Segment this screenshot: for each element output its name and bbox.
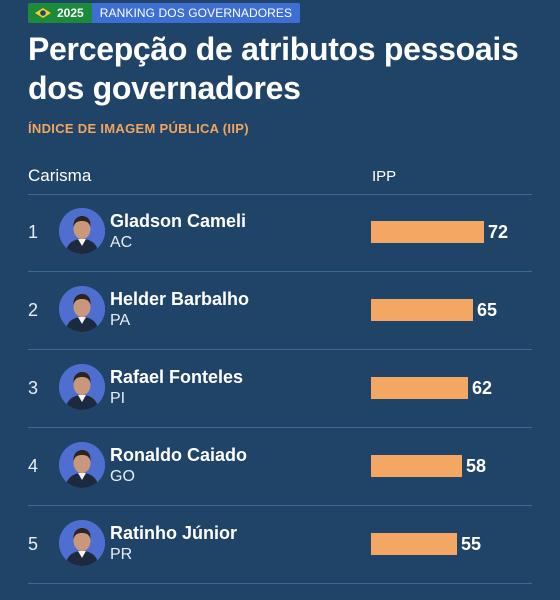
row-divider (28, 427, 532, 428)
state-label: PA (110, 312, 131, 329)
bar-value-label: 62 (472, 378, 493, 398)
portrait-icon (59, 208, 105, 254)
rank-label: 4 (28, 456, 39, 476)
chart-row: 4 Ronaldo Caiado GO 58 (0, 428, 560, 506)
value-bar (371, 377, 468, 399)
portrait-icon (59, 442, 105, 488)
portrait-icon (59, 520, 105, 566)
bar-value-label: 72 (488, 222, 509, 242)
row-divider (28, 505, 532, 506)
value-column-header: IPP (372, 168, 397, 185)
avatar (59, 286, 105, 332)
avatar (59, 364, 105, 410)
brazil-flag-icon (34, 7, 52, 19)
governor-name: Helder Barbalho (110, 289, 250, 309)
state-label: PR (110, 546, 133, 563)
row-divider (28, 349, 532, 350)
avatar (59, 208, 105, 254)
row-divider (28, 583, 532, 584)
page-title: Percepção de atributos pessoais dos gove… (28, 31, 519, 106)
portrait-icon (59, 286, 105, 332)
row-divider (28, 271, 532, 272)
page-subtitle: ÍNDICE DE IMAGEM PÚBLICA (IIP) (28, 121, 249, 136)
bar-value-label: 55 (461, 534, 482, 554)
value-bar (371, 533, 457, 555)
value-bar (371, 455, 462, 477)
badge-label: RANKING DOS GOVERNADORES (91, 3, 301, 23)
portrait-icon (59, 364, 105, 410)
rank-label: 2 (28, 300, 39, 320)
ranking-chart: 1 Gladson Cameli AC 72 2 Helder Barbalho PA 65 3… (0, 194, 560, 584)
avatar (59, 520, 105, 566)
chart-row: 2 Helder Barbalho PA 65 (0, 272, 560, 350)
bar-value-label: 58 (466, 456, 487, 476)
chart-row: 3 Rafael Fonteles PI 62 (0, 350, 560, 428)
governor-name: Ronaldo Caiado (110, 445, 248, 465)
value-bar (371, 299, 473, 321)
avatar (59, 442, 105, 488)
category-column-header: Carisma (28, 166, 92, 185)
chart-row: 5 Ratinho Júnior PR 55 (0, 506, 560, 584)
rank-label: 5 (28, 534, 39, 554)
ranking-badge: 2025 RANKING DOS GOVERNADORES (28, 3, 301, 23)
state-label: PI (110, 390, 126, 407)
bar-value-label: 65 (477, 300, 498, 320)
header-divider (28, 194, 532, 195)
governor-name: Ratinho Júnior (110, 523, 237, 543)
rank-label: 1 (28, 222, 39, 242)
governor-name: Gladson Cameli (110, 211, 247, 231)
governor-name: Rafael Fonteles (110, 367, 244, 387)
rank-label: 3 (28, 378, 39, 398)
chart-row: 1 Gladson Cameli AC 72 (0, 194, 560, 272)
state-label: GO (110, 468, 135, 485)
state-label: AC (110, 234, 133, 251)
value-bar (371, 221, 484, 243)
badge-year: 2025 (57, 6, 84, 20)
badge-year-box: 2025 (28, 3, 92, 23)
